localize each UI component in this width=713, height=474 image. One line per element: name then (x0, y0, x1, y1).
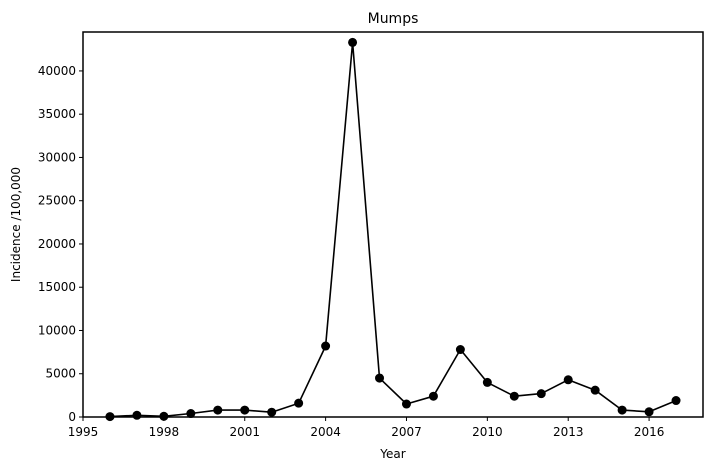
y-tick-label: 5000 (45, 367, 76, 381)
data-point (590, 385, 600, 395)
data-point (671, 396, 681, 406)
data-point (213, 405, 223, 415)
y-tick-label: 35000 (38, 107, 76, 121)
data-point (132, 410, 142, 420)
y-tick-label: 15000 (38, 280, 76, 294)
x-tick-label: 1995 (68, 425, 99, 439)
data-point (186, 409, 196, 419)
x-tick-label: 2013 (553, 425, 584, 439)
data-point (455, 345, 465, 355)
y-tick-label: 0 (68, 410, 76, 424)
data-point (240, 405, 250, 415)
y-axis-label: Incidence /100,000 (9, 167, 23, 282)
data-point (644, 407, 654, 417)
data-point (321, 341, 331, 351)
data-point (401, 399, 411, 409)
data-point (294, 398, 304, 408)
chart-title: Mumps (368, 11, 419, 27)
y-tick-label: 20000 (38, 237, 76, 251)
series-layer (105, 37, 681, 422)
x-tick-label: 1998 (149, 425, 180, 439)
series-line (109, 41, 677, 418)
data-point (428, 391, 438, 401)
y-tick-label: 30000 (38, 150, 76, 164)
data-point (563, 375, 573, 385)
x-axis-ticks: 1995 1998 2001 2004 2007 2010 2013 2016 (68, 417, 665, 439)
x-tick-label: 2001 (229, 425, 260, 439)
x-tick-label: 2016 (634, 425, 665, 439)
plot-area-frame (82, 31, 704, 418)
y-axis-ticks: 0 5000 10000 15000 20000 25000 30000 35000 40000 (38, 64, 83, 424)
x-tick-label: 2010 (472, 425, 503, 439)
data-point (482, 377, 492, 387)
data-point (509, 391, 519, 401)
y-tick-label: 10000 (38, 323, 76, 337)
data-point (267, 407, 277, 417)
y-tick-label: 40000 (38, 64, 76, 78)
data-point (536, 389, 546, 399)
x-tick-label: 2007 (391, 425, 422, 439)
x-axis-label: Year (379, 447, 405, 461)
data-point (617, 405, 627, 415)
x-tick-label: 2004 (310, 425, 341, 439)
data-point (375, 373, 385, 383)
y-tick-label: 25000 (38, 194, 76, 208)
data-point (348, 37, 358, 47)
